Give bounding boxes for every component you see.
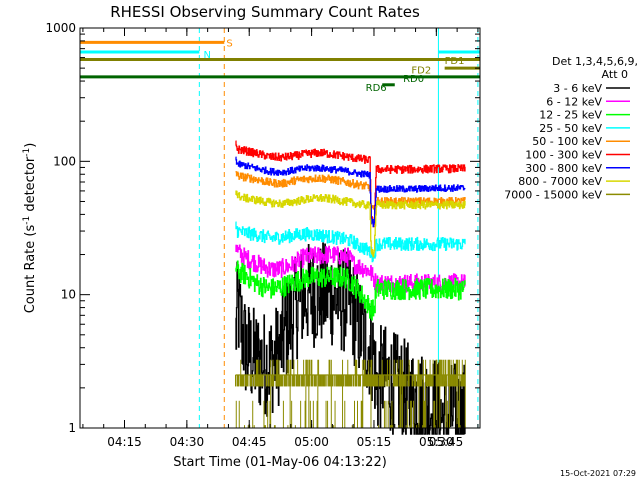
x-tick-label-04-45: 04:45 <box>232 435 267 449</box>
x-tick-label-05-00: 05:00 <box>294 435 329 449</box>
series-300-800-kev <box>235 156 466 227</box>
state-label-rd6: RD6 <box>366 83 387 94</box>
legend-label-7000-15000-kev: 7000 - 15000 keV <box>504 188 602 201</box>
y-tick-label-10: 10 <box>61 288 76 302</box>
state-label-fd1: FD1 <box>445 56 465 67</box>
series-12-25-kev <box>235 260 466 321</box>
chart-title: RHESSI Observing Summary Count Rates <box>110 3 420 21</box>
legend-header-line2: Att 0 <box>602 68 628 81</box>
x-tick-label-04-30: 04:30 <box>170 435 205 449</box>
x-tick-label-05-45: 05:45 <box>429 435 464 449</box>
plot-frame <box>79 27 481 429</box>
legend-label-300-800-kev: 300 - 800 keV <box>525 162 602 175</box>
y-tick-label-1000: 1000 <box>45 21 76 35</box>
series-800-7000-kev <box>235 190 466 258</box>
legend-label-50-100-kev: 50 - 100 keV <box>532 135 602 148</box>
series-100-300-kev <box>235 140 466 228</box>
x-tick-label-04-15: 04:15 <box>107 435 142 449</box>
footer-timestamp: 15-Oct-2021 07:29 <box>560 469 636 478</box>
state-label-fd2: FD2 <box>411 65 431 76</box>
y-tick-label-1: 1 <box>68 421 76 435</box>
x-tick-label-05-30: 05:30 <box>419 435 454 449</box>
legend-label-6-12-kev: 6 - 12 keV <box>546 95 602 108</box>
legend-label-25-50-kev: 25 - 50 keV <box>539 122 602 135</box>
state-label-n: N <box>203 50 210 61</box>
legend-label-800-7000-kev: 800 - 7000 keV <box>518 175 602 188</box>
legend-label-12-25-kev: 12 - 25 keV <box>539 109 602 122</box>
state-label-rd0: RD0 <box>403 74 424 85</box>
y-axis-label: Count Rate (s-1 detector-1) <box>22 143 38 314</box>
series-25-50-kev <box>235 221 466 263</box>
series-7000-15000-kev <box>235 359 466 428</box>
x-tick-label-05-15: 05:15 <box>357 435 392 449</box>
state-label-s: S <box>226 38 232 49</box>
legend-label-100-300-kev: 100 - 300 keV <box>525 149 602 162</box>
x-axis-label: Start Time (01-May-06 04:13:22) <box>173 455 387 470</box>
legend-header-line1: Det 1,3,4,5,6,9, <box>552 55 638 68</box>
legend-label-3-6-kev: 3 - 6 keV <box>553 82 602 95</box>
y-tick-label-100: 100 <box>53 154 76 168</box>
